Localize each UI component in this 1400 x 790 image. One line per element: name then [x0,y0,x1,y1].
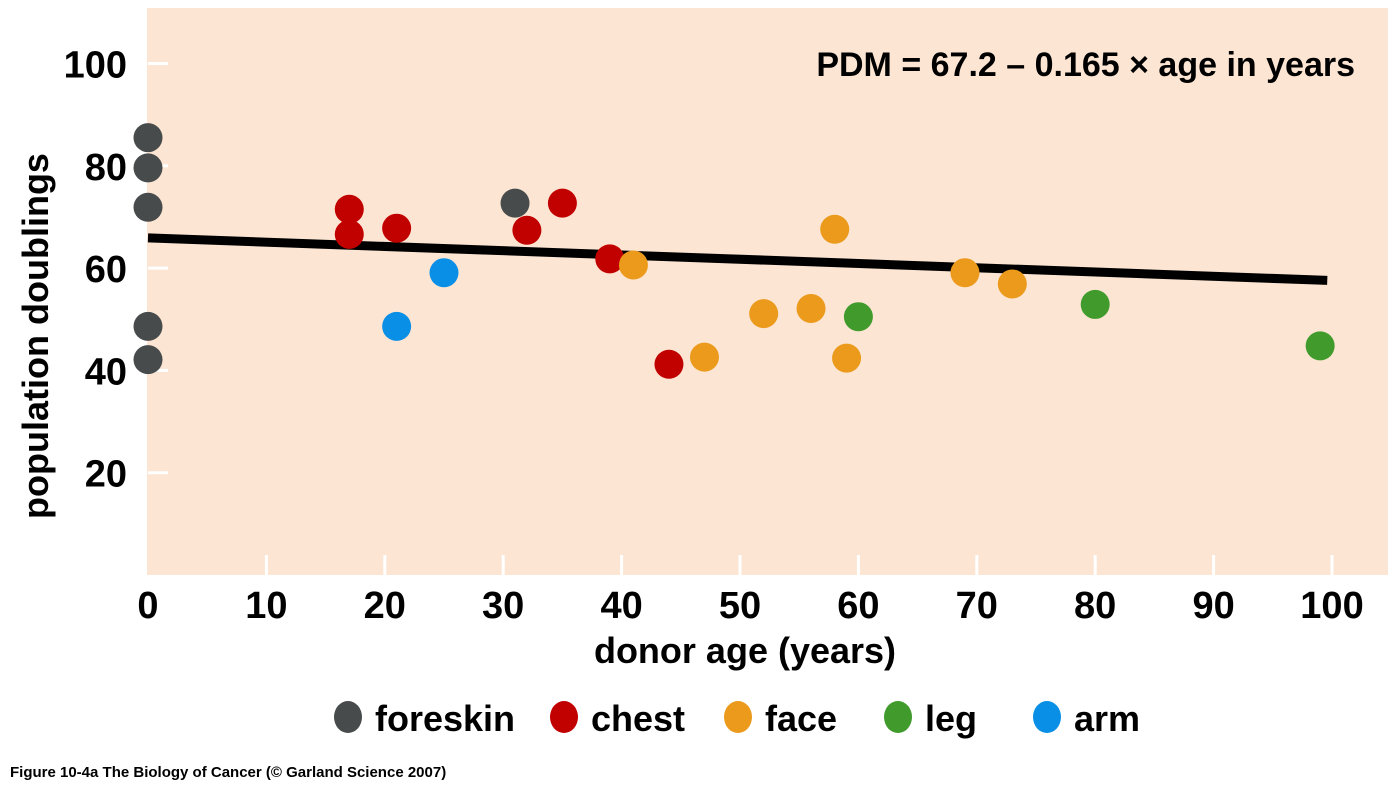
data-point-chest [547,188,577,218]
data-point-chest [382,213,412,243]
data-point-face [689,342,719,372]
x-tick-label: 70 [956,585,998,627]
figure-caption: Figure 10-4a The Biology of Cancer (© Ga… [10,764,447,781]
data-point-foreskin [133,153,163,183]
y-tick-label: 60 [85,249,127,291]
legend: foreskin chest face leg arm [334,698,1140,739]
x-tick-label: 10 [245,585,287,627]
data-point-chest [512,215,542,245]
legend-swatch [1033,701,1061,733]
legend-item-leg: leg [884,698,977,739]
x-tick-label: 0 [137,585,158,627]
x-tick-label: 60 [837,585,879,627]
x-axis-title: donor age (years) [594,630,896,671]
data-point-chest [595,244,625,274]
data-point-foreskin [133,311,163,341]
data-point-face [618,250,648,280]
legend-item-face: face [724,698,837,739]
legend-swatch [884,701,912,733]
y-axis: 20 40 60 80 100 [64,45,168,496]
data-point-foreskin [133,123,163,153]
legend-label: arm [1074,698,1140,739]
y-tick-label: 80 [85,147,127,189]
data-point-face [997,269,1027,299]
data-point-arm [429,258,459,288]
y-tick-label: 40 [85,351,127,393]
x-tick-label: 20 [364,585,406,627]
x-tick-label: 80 [1074,585,1116,627]
data-points [133,123,1335,379]
data-point-chest [334,194,364,224]
equation-annotation: PDM = 67.2 – 0.165 × age in years [816,46,1355,84]
data-point-leg [1305,331,1335,361]
legend-label: face [765,698,837,739]
legend-label: leg [925,698,977,739]
data-point-face [820,214,850,244]
legend-label: foreskin [375,698,515,739]
legend-item-arm: arm [1033,698,1140,739]
legend-swatch [550,701,578,733]
legend-swatch [334,701,362,733]
plot-background [147,8,1388,575]
y-tick-label: 100 [64,45,127,87]
y-tick-label: 20 [85,454,127,496]
x-axis: 0 10 20 30 40 50 60 70 80 90 100 [137,555,1364,627]
x-tick-label: 30 [482,585,524,627]
data-point-face [796,294,826,324]
data-point-face [832,343,862,373]
data-point-leg [843,302,873,332]
legend-item-foreskin: foreskin [334,698,515,739]
x-tick-label: 50 [719,585,761,627]
data-point-foreskin [133,192,163,222]
data-point-chest [654,349,684,379]
x-tick-label: 100 [1300,585,1363,627]
legend-label: chest [591,698,685,739]
data-point-foreskin [133,345,163,375]
x-tick-label: 90 [1192,585,1234,627]
data-point-leg [1080,289,1110,319]
data-point-foreskin [500,188,530,218]
legend-item-chest: chest [550,698,685,739]
data-point-face [749,299,779,329]
data-point-arm [382,311,412,341]
data-point-face [950,258,980,288]
legend-swatch [724,701,752,733]
x-tick-label: 40 [600,585,642,627]
data-point-chest [334,219,364,249]
y-axis-title: population doublings [15,153,56,519]
